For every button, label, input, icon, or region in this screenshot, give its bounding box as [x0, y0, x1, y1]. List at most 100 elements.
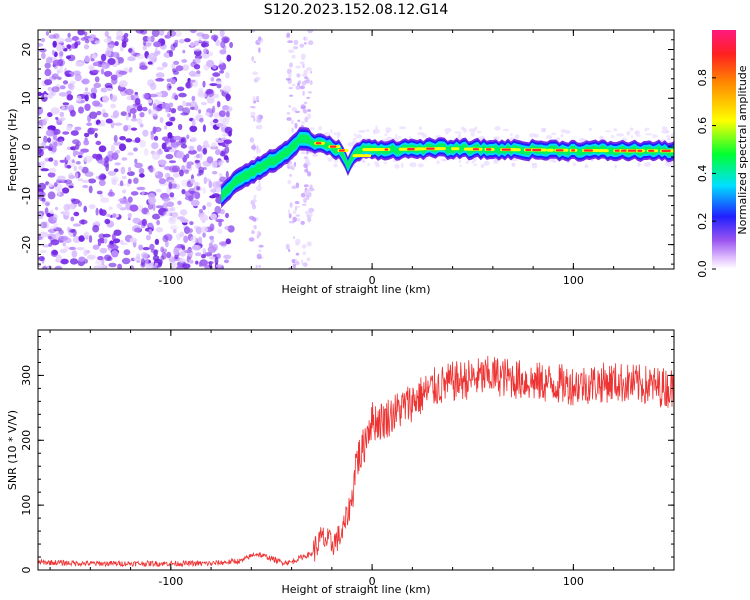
noise-speckle [154, 262, 159, 266]
noise-speckle [71, 198, 80, 204]
noise-speckle [38, 43, 44, 47]
noise-speckle [202, 80, 206, 88]
noise-speckle [291, 107, 298, 112]
noise-speckle [41, 197, 46, 202]
noise-speckle [200, 101, 207, 106]
noise-speckle [65, 73, 72, 78]
noise-speckle [72, 70, 81, 76]
noise-speckle [138, 244, 144, 251]
noise-speckle [224, 225, 231, 231]
noise-speckle [286, 112, 291, 115]
noise-speckle [225, 72, 230, 79]
noise-speckle [121, 157, 128, 161]
noise-speckle [81, 78, 90, 85]
noise-speckle [38, 256, 45, 262]
noise-speckle [122, 189, 127, 194]
noise-speckle [253, 194, 257, 199]
noise-speckle [97, 123, 106, 127]
noise-speckle [62, 80, 69, 85]
noise-speckle [75, 161, 81, 165]
noise-speckle [145, 265, 152, 269]
noise-speckle [256, 124, 263, 130]
noise-speckle [286, 117, 292, 121]
noise-speckle [153, 41, 162, 48]
noise-speckle [87, 254, 96, 260]
noise-speckle [249, 105, 255, 109]
noise-speckle [129, 204, 139, 212]
haze-speckle [646, 127, 650, 131]
noise-speckle [104, 31, 110, 37]
noise-speckle [178, 257, 186, 263]
haze-speckle [573, 162, 576, 167]
noise-speckle [51, 250, 58, 256]
noise-speckle [119, 200, 129, 205]
snr-y-tick-label: 300 [20, 365, 33, 386]
haze-speckle [358, 129, 366, 133]
noise-speckle [148, 165, 154, 173]
noise-speckle [206, 144, 211, 148]
noise-speckle [215, 80, 223, 85]
noise-speckle [194, 104, 199, 111]
noise-speckle [285, 77, 291, 81]
noise-speckle [163, 210, 172, 217]
noise-speckle [224, 139, 233, 144]
noise-speckle [200, 226, 208, 233]
noise-speckle [173, 60, 180, 65]
noise-speckle [300, 220, 306, 225]
noise-speckle [91, 40, 95, 45]
noise-speckle [303, 69, 308, 75]
noise-speckle [199, 209, 203, 213]
noise-speckle [286, 68, 292, 75]
noise-speckle [78, 165, 84, 170]
colorbar-gradient [712, 30, 736, 269]
noise-speckle [149, 35, 155, 43]
noise-speckle [166, 251, 172, 259]
noise-speckle [154, 171, 159, 176]
noise-speckle [202, 187, 206, 194]
noise-speckle [258, 244, 264, 248]
noise-speckle [303, 184, 309, 188]
noise-speckle [293, 39, 299, 46]
noise-speckle [172, 173, 180, 178]
noise-speckle [287, 179, 292, 185]
noise-speckle [83, 231, 90, 239]
noise-speckle [153, 265, 157, 269]
noise-speckle [188, 259, 194, 264]
noise-speckle [59, 51, 64, 57]
noise-speckle [141, 190, 145, 196]
noise-speckle [148, 109, 152, 115]
noise-speckle [120, 242, 129, 246]
haze-speckle [444, 127, 452, 133]
noise-speckle [73, 223, 81, 227]
noise-speckle [151, 109, 158, 117]
noise-speckle [291, 164, 295, 168]
noise-speckle [62, 242, 66, 247]
noise-speckle [147, 99, 153, 104]
noise-speckle [64, 37, 74, 43]
haze-speckle [454, 131, 462, 134]
noise-speckle [68, 175, 76, 179]
haze-speckle [630, 135, 634, 139]
noise-speckle [255, 148, 261, 154]
noise-speckle [301, 203, 307, 206]
noise-speckle [189, 106, 196, 110]
noise-speckle [62, 187, 70, 194]
noise-speckle [206, 156, 214, 164]
noise-speckle [69, 232, 74, 237]
noise-speckle [211, 160, 218, 169]
noise-speckle [96, 190, 103, 195]
haze-speckle [483, 160, 490, 166]
noise-speckle [126, 96, 132, 101]
noise-speckle [120, 166, 126, 175]
noise-speckle [91, 128, 99, 132]
noise-speckle [137, 105, 143, 112]
noise-speckle [171, 63, 176, 70]
noise-speckle [90, 92, 97, 99]
noise-speckle [218, 64, 225, 69]
noise-speckle [66, 226, 71, 232]
noise-speckle [158, 178, 167, 185]
haze-speckle [473, 163, 478, 166]
noise-speckle [169, 192, 175, 198]
haze-speckle [652, 134, 658, 138]
